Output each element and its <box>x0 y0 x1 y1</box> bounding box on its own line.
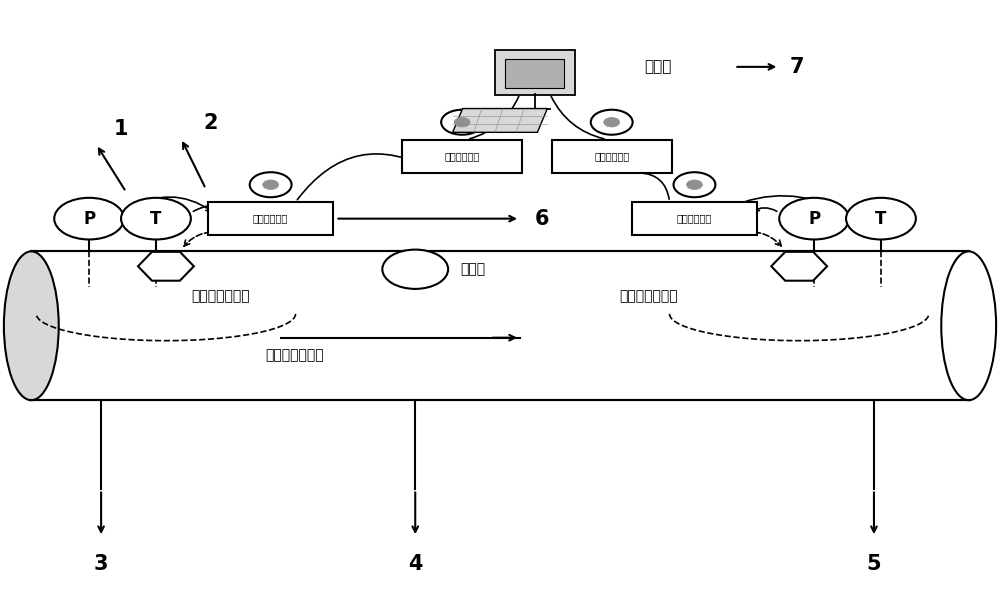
Circle shape <box>591 109 633 135</box>
Text: 7: 7 <box>789 57 804 77</box>
FancyBboxPatch shape <box>552 140 672 172</box>
Text: 次声波发生装置: 次声波发生装置 <box>191 289 249 303</box>
Text: 2: 2 <box>204 114 218 133</box>
Circle shape <box>779 198 849 239</box>
Circle shape <box>846 198 916 239</box>
Text: 无线传输模块: 无线传输模块 <box>677 213 712 224</box>
Text: 6: 6 <box>535 209 549 228</box>
Text: 无线接收模块: 无线接收模块 <box>444 151 480 161</box>
Circle shape <box>121 198 191 239</box>
Text: 4: 4 <box>408 554 422 574</box>
Text: T: T <box>875 210 887 228</box>
FancyBboxPatch shape <box>632 202 757 235</box>
Text: 无线传输模块: 无线传输模块 <box>253 213 288 224</box>
Circle shape <box>604 117 620 127</box>
Text: 无线接收模块: 无线接收模块 <box>594 151 629 161</box>
Text: 泄露阀: 泄露阀 <box>460 263 485 276</box>
Text: 次声波接收装置: 次声波接收装置 <box>620 289 678 303</box>
Text: 3: 3 <box>94 554 108 574</box>
Text: 1: 1 <box>114 120 128 139</box>
Circle shape <box>263 180 279 190</box>
FancyBboxPatch shape <box>31 251 969 400</box>
Ellipse shape <box>4 251 59 400</box>
FancyBboxPatch shape <box>495 50 575 96</box>
Circle shape <box>250 172 292 197</box>
Text: T: T <box>150 210 162 228</box>
Text: P: P <box>83 210 95 228</box>
Circle shape <box>441 109 483 135</box>
FancyBboxPatch shape <box>505 59 564 88</box>
Circle shape <box>54 198 124 239</box>
FancyBboxPatch shape <box>208 202 333 235</box>
Circle shape <box>454 117 470 127</box>
Circle shape <box>687 180 702 190</box>
Polygon shape <box>453 108 547 132</box>
Text: 天然气传输方向: 天然气传输方向 <box>266 349 324 362</box>
Ellipse shape <box>941 251 996 400</box>
Text: 计算机: 计算机 <box>645 59 672 74</box>
FancyBboxPatch shape <box>402 140 522 172</box>
Circle shape <box>674 172 715 197</box>
Circle shape <box>382 249 448 289</box>
Text: 5: 5 <box>867 554 881 574</box>
Text: P: P <box>808 210 820 228</box>
